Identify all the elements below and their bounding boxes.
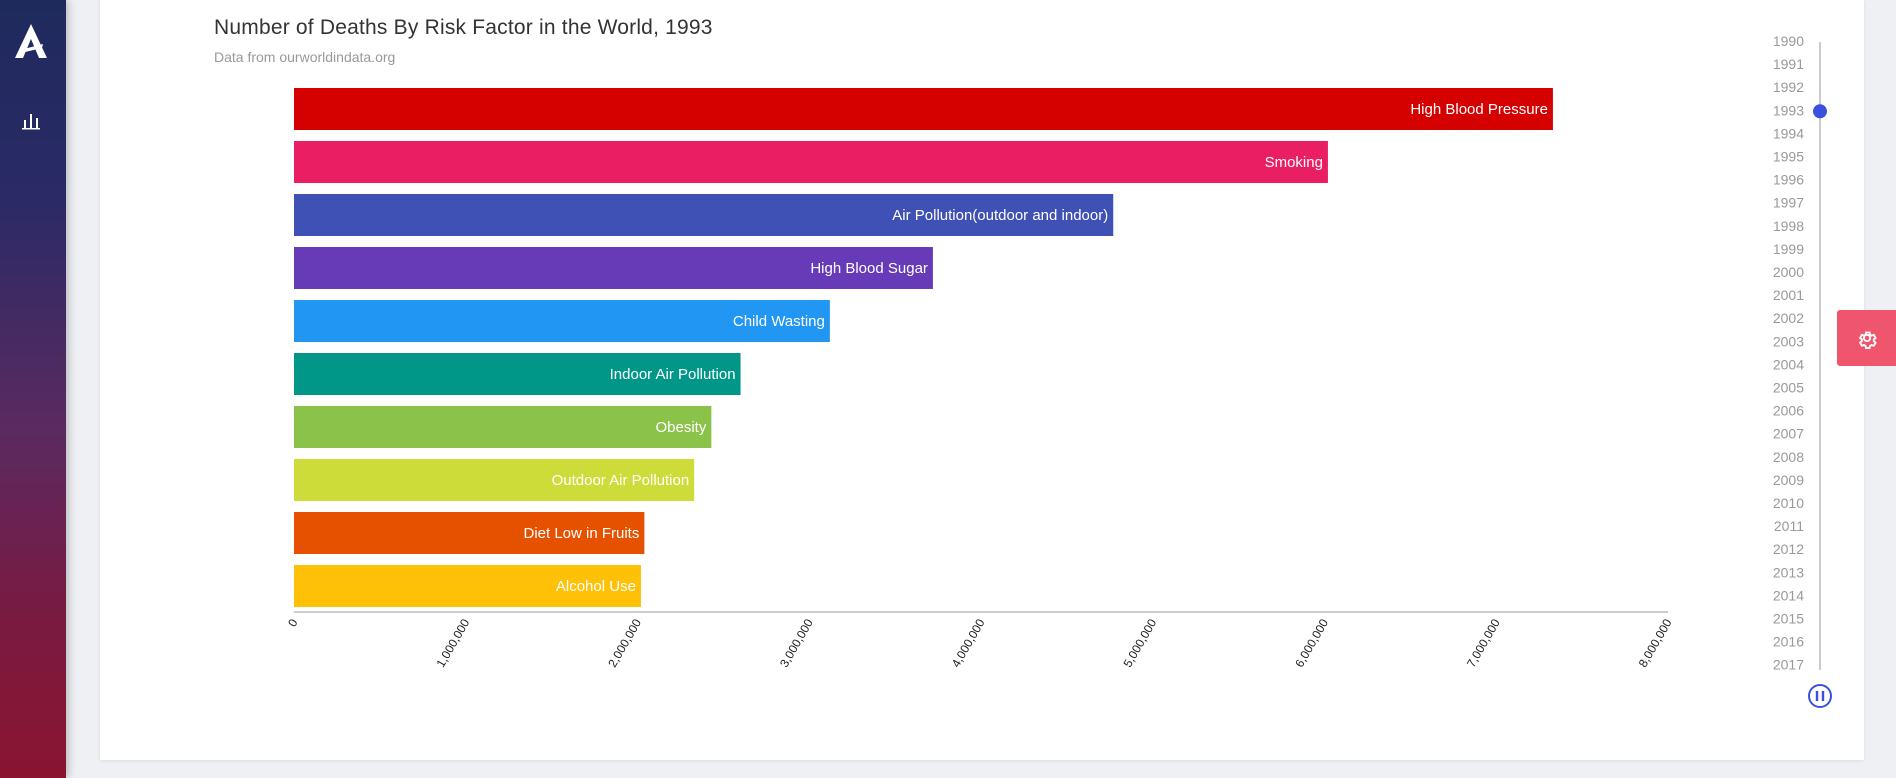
x-tick-label: 0 [285,616,301,629]
x-tick-label: 2,000,000 [605,616,644,670]
chart-subtitle: Data from ourworldindata.org [214,49,396,65]
x-tick-label: 5,000,000 [1121,616,1160,670]
bar-label: Air Pollution(outdoor and indoor) [892,207,1108,224]
bar-smoking [294,141,1328,183]
bar-chart-icon[interactable] [21,111,41,131]
bar-air-pollution-outdoor-and-indoor [294,194,1114,236]
timeline-year-2010[interactable]: 2010 [1773,495,1804,511]
timeline-year-1998[interactable]: 1998 [1773,218,1804,234]
bar-outdoor-air-pollution [294,459,695,501]
timeline-year-1991[interactable]: 1991 [1773,56,1804,72]
bar-label: Alcohol Use [556,578,636,595]
pause-icon[interactable] [1808,684,1832,708]
timeline-year-2017[interactable]: 2017 [1773,657,1804,673]
timeline-year-2006[interactable]: 2006 [1773,403,1804,419]
timeline-year-1995[interactable]: 1995 [1773,149,1804,165]
gear-icon [1858,331,1877,349]
bar-label: Smoking [1265,154,1323,171]
chart-title: Number of Deaths By Risk Factor in the W… [214,16,713,39]
timeline-year-2012[interactable]: 2012 [1773,541,1804,557]
bar-label: Outdoor Air Pollution [552,472,690,489]
x-tick-label: 8,000,000 [1636,616,1675,670]
bar-label: Indoor Air Pollution [610,366,736,383]
timeline-year-2005[interactable]: 2005 [1773,380,1804,396]
timeline-year-1999[interactable]: 1999 [1773,241,1804,257]
settings-button[interactable] [1837,310,1896,366]
timeline-year-2009[interactable]: 2009 [1773,472,1804,488]
timeline-year-2002[interactable]: 2002 [1773,310,1804,326]
timeline-year-2000[interactable]: 2000 [1773,264,1804,280]
bar-label: Diet Low in Fruits [523,525,639,542]
app-logo-icon[interactable] [13,22,49,60]
timeline-year-2007[interactable]: 2007 [1773,426,1804,442]
bars-group: High Blood Pressure Smoking Air Pollution(… [294,88,1553,607]
x-tick-label: 4,000,000 [949,616,988,670]
bar-obesity [294,406,712,448]
x-tick-label: 1,000,000 [434,616,473,670]
bar-diet-low-in-fruits [294,512,645,554]
bar-label: High Blood Sugar [810,260,928,277]
timeline-year-2016[interactable]: 2016 [1773,634,1804,650]
timeline-year-2001[interactable]: 2001 [1773,287,1804,303]
x-axis-ticks: 0 1,000,000 2,000,000 3,000,000 4,000,000 5,0… [285,616,1675,670]
bar-indoor-air-pollution [294,353,741,395]
timeline-year-1993[interactable]: 1993 [1773,102,1804,118]
bar-label: High Blood Pressure [1410,101,1548,118]
timeline-year-1992[interactable]: 1992 [1773,79,1804,95]
timeline-year-1990[interactable]: 1990 [1773,33,1804,49]
timeline-year-2004[interactable]: 2004 [1773,356,1804,372]
timeline-year-2013[interactable]: 2013 [1773,564,1804,580]
bar-child-wasting [294,300,830,342]
x-tick-label: 3,000,000 [777,616,816,670]
timeline-year-2014[interactable]: 2014 [1773,587,1804,603]
timeline-year-1994[interactable]: 1994 [1773,125,1804,141]
x-tick-label: 7,000,000 [1464,616,1503,670]
bar-alcohol-use [294,565,641,607]
bar-label: Child Wasting [733,313,825,330]
timeline-year-1997[interactable]: 1997 [1773,195,1804,211]
timeline-year-2008[interactable]: 2008 [1773,449,1804,465]
bar-high-blood-sugar [294,247,933,289]
year-timeline[interactable]: 1990 1991 1992 1993 1994 1995 1996 1997 1998 1999… [1773,33,1832,708]
sidebar [0,0,66,778]
bar-label: Obesity [655,419,706,436]
timeline-handle[interactable] [1813,104,1827,119]
timeline-year-2003[interactable]: 2003 [1773,333,1804,349]
bar-high-blood-pressure [294,88,1553,130]
timeline-year-2011[interactable]: 2011 [1774,518,1804,534]
timeline-year-1996[interactable]: 1996 [1773,172,1804,188]
timeline-year-2015[interactable]: 2015 [1773,611,1804,627]
x-tick-label: 6,000,000 [1292,616,1331,670]
